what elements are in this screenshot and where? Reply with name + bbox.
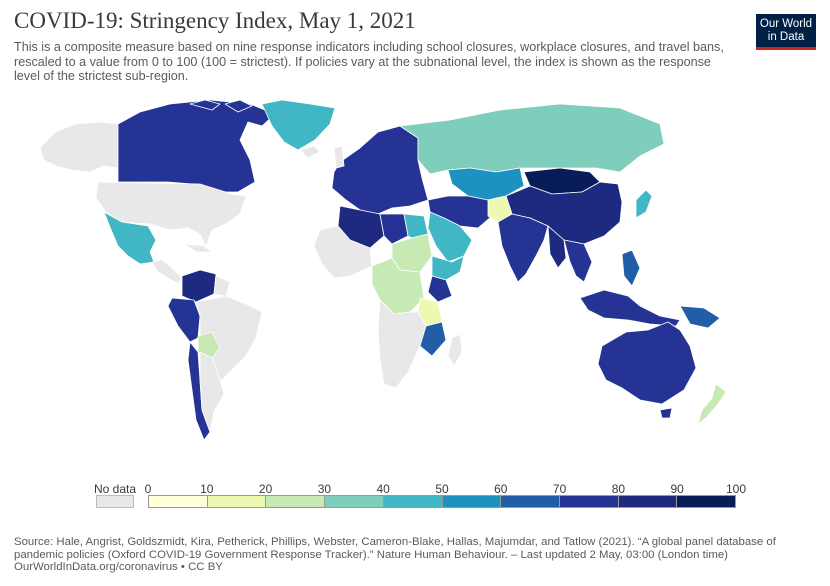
legend-bin-3 bbox=[324, 495, 383, 508]
legend-tick: 90 bbox=[670, 482, 684, 496]
legend-no-data-swatch bbox=[96, 495, 134, 508]
region-australia[interactable] bbox=[597, 321, 697, 405]
region-libya[interactable] bbox=[379, 213, 409, 245]
legend-tick: 100 bbox=[725, 482, 747, 496]
legend-tick: 40 bbox=[376, 482, 390, 496]
region-peru[interactable] bbox=[167, 297, 201, 343]
region-russia[interactable] bbox=[399, 103, 665, 175]
region-philippines[interactable] bbox=[621, 249, 641, 287]
legend-tick: 20 bbox=[258, 482, 273, 496]
region-uk[interactable] bbox=[333, 145, 345, 169]
legend-bin-8 bbox=[617, 495, 677, 508]
region-west-africa[interactable] bbox=[313, 225, 373, 279]
region-dr-congo[interactable] bbox=[371, 257, 425, 315]
color-legend: No data 0 10 20 30 40 50 60 70 80 90 100 bbox=[0, 478, 830, 514]
legend-tick: 0 bbox=[144, 482, 152, 496]
source-text: Source: Hale, Angrist, Goldszmidt, Kira,… bbox=[14, 536, 776, 561]
region-alaska[interactable] bbox=[39, 121, 119, 173]
region-egypt[interactable] bbox=[403, 213, 429, 239]
legend-tick: 50 bbox=[435, 482, 449, 496]
legend-bin-1 bbox=[206, 495, 266, 508]
region-canada-arctic[interactable] bbox=[189, 100, 253, 113]
region-myanmar[interactable] bbox=[547, 225, 567, 269]
region-madagascar[interactable] bbox=[447, 333, 463, 367]
legend-bin-0 bbox=[148, 495, 207, 508]
legend-tick: 60 bbox=[494, 482, 508, 496]
region-iceland[interactable] bbox=[299, 145, 321, 159]
source-link[interactable]: OurWorldInData.org/coronavirus • CC BY bbox=[14, 561, 223, 574]
region-canada[interactable] bbox=[117, 100, 276, 193]
region-southern-africa[interactable] bbox=[377, 299, 427, 389]
legend-bin-6 bbox=[500, 495, 559, 508]
logo-line-1: Our World bbox=[759, 18, 813, 30]
region-indonesia[interactable] bbox=[579, 289, 681, 327]
legend-tick: 10 bbox=[200, 482, 214, 496]
world-map[interactable] bbox=[0, 100, 830, 472]
region-tasmania[interactable] bbox=[659, 407, 673, 419]
region-bolivia[interactable] bbox=[197, 331, 221, 359]
source-note: Source: Hale, Angrist, Goldszmidt, Kira,… bbox=[14, 536, 804, 574]
region-greenland[interactable] bbox=[261, 100, 336, 151]
region-venezuela[interactable] bbox=[181, 269, 217, 303]
legend-tick: 30 bbox=[317, 482, 332, 496]
legend-tick: 70 bbox=[552, 482, 567, 496]
region-argentina[interactable] bbox=[199, 351, 225, 433]
region-japan[interactable] bbox=[635, 189, 653, 219]
region-kenya[interactable] bbox=[427, 275, 453, 303]
region-europe[interactable] bbox=[331, 125, 429, 215]
logo-line-2: in Data bbox=[767, 31, 805, 43]
legend-bin-2 bbox=[265, 495, 325, 508]
region-india[interactable] bbox=[497, 213, 549, 283]
region-central-america[interactable] bbox=[151, 259, 183, 285]
region-thailand[interactable] bbox=[563, 239, 593, 283]
legend-color-scale bbox=[148, 495, 737, 508]
chart-subtitle: This is a composite measure based on nin… bbox=[14, 40, 724, 83]
region-papua-new-guinea[interactable] bbox=[679, 305, 721, 329]
region-cuba[interactable] bbox=[183, 243, 213, 253]
legend-bin-9 bbox=[676, 495, 737, 508]
region-kazakhstan[interactable] bbox=[447, 167, 525, 201]
region-new-zealand[interactable] bbox=[697, 383, 727, 425]
owid-logo[interactable]: Our World in Data bbox=[756, 14, 816, 50]
legend-bin-4 bbox=[382, 495, 442, 508]
region-guyana[interactable] bbox=[213, 275, 231, 297]
legend-no-data-label: No data bbox=[94, 482, 137, 496]
region-mozambique[interactable] bbox=[419, 321, 447, 357]
legend-tick: 80 bbox=[611, 482, 626, 496]
chart-title: COVID-19: Stringency Index, May 1, 2021 bbox=[14, 8, 416, 33]
legend-bin-5 bbox=[441, 495, 501, 508]
region-chile[interactable] bbox=[187, 341, 211, 441]
legend-bin-7 bbox=[558, 495, 618, 508]
